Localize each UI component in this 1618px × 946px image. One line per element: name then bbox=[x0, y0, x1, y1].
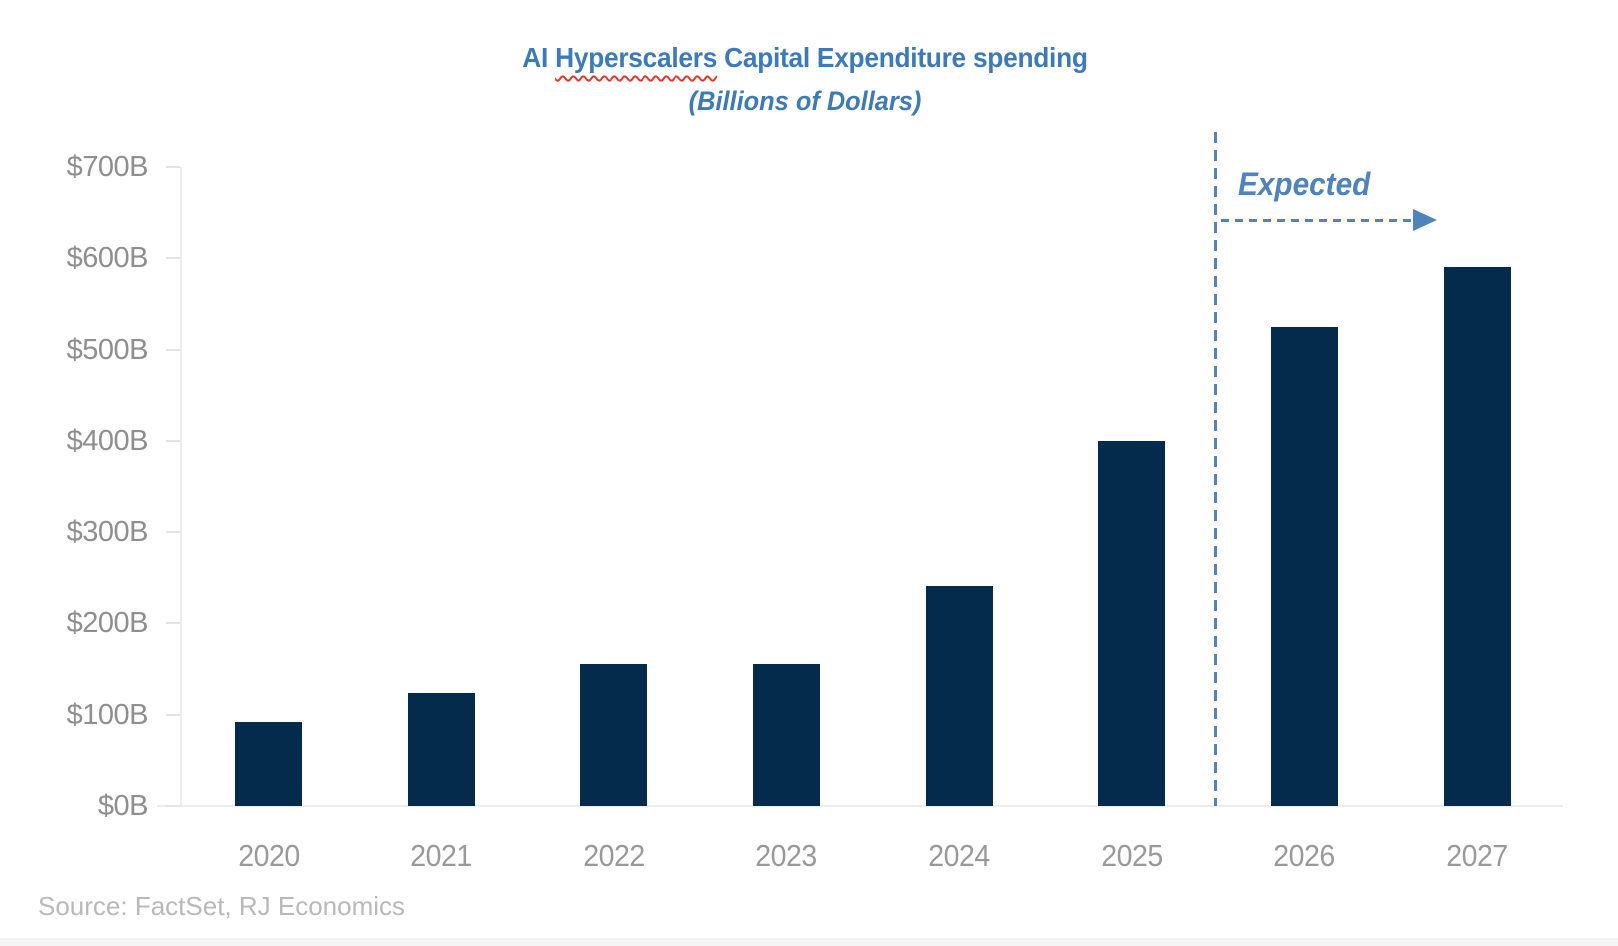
x-axis-label-2020: 2020 bbox=[237, 838, 300, 873]
bar-2023 bbox=[752, 663, 820, 806]
expected-arrow-dashed-line bbox=[1221, 219, 1415, 222]
expected-arrow-head-icon bbox=[1413, 209, 1437, 231]
bar-2021 bbox=[407, 692, 475, 806]
x-axis-label-2021: 2021 bbox=[410, 838, 472, 873]
title-suffix: Capital Expenditure spending bbox=[717, 42, 1088, 73]
y-axis-tick bbox=[166, 257, 180, 260]
y-axis-tick bbox=[166, 439, 180, 442]
bar-2026 bbox=[1270, 326, 1338, 806]
expected-annotation-label: Expected bbox=[1238, 166, 1371, 202]
x-axis-label-2023: 2023 bbox=[755, 838, 818, 873]
x-axis-label-2026: 2026 bbox=[1273, 838, 1336, 873]
bar-2020 bbox=[235, 722, 302, 806]
x-axis-label-2025: 2025 bbox=[1100, 838, 1163, 873]
bar-2027 bbox=[1443, 267, 1511, 806]
y-axis-tick bbox=[166, 531, 180, 534]
y-axis-tick bbox=[166, 805, 180, 807]
x-axis-label-2027: 2027 bbox=[1446, 838, 1508, 873]
y-axis-label: $200B bbox=[66, 607, 149, 640]
title-prefix: AI bbox=[522, 42, 556, 73]
bottom-edge-strip bbox=[0, 938, 1618, 946]
x-axis-label-2022: 2022 bbox=[582, 838, 645, 873]
y-axis-label: $0B bbox=[97, 790, 149, 822]
chart-subtitle: (Billions of Dollars) bbox=[688, 86, 922, 116]
expected-divider-dashed-line bbox=[1214, 132, 1217, 806]
y-axis-label: $300B bbox=[66, 516, 149, 549]
x-axis-line bbox=[157, 805, 1563, 807]
y-axis-tick bbox=[166, 165, 180, 168]
y-axis-label: $400B bbox=[66, 424, 149, 457]
y-axis-line bbox=[180, 167, 182, 807]
source-note: Source: FactSet, RJ Economics bbox=[38, 891, 406, 921]
y-axis-tick bbox=[166, 713, 180, 716]
y-axis-label: $700B bbox=[66, 150, 149, 183]
title-word-spellcheck-underline: Hyperscalers bbox=[555, 42, 718, 73]
x-axis-label-2024: 2024 bbox=[928, 838, 990, 873]
y-axis-tick bbox=[166, 622, 180, 625]
bar-2025 bbox=[1098, 440, 1166, 806]
bar-2024 bbox=[925, 585, 993, 806]
bar-2022 bbox=[580, 664, 648, 806]
chart-title: AI Hyperscalers Capital Expenditure spen… bbox=[48, 40, 1561, 76]
y-axis-tick bbox=[166, 348, 180, 351]
y-axis-label: $100B bbox=[66, 698, 149, 731]
y-axis-label: $500B bbox=[66, 333, 149, 366]
y-axis-label: $600B bbox=[66, 242, 149, 275]
